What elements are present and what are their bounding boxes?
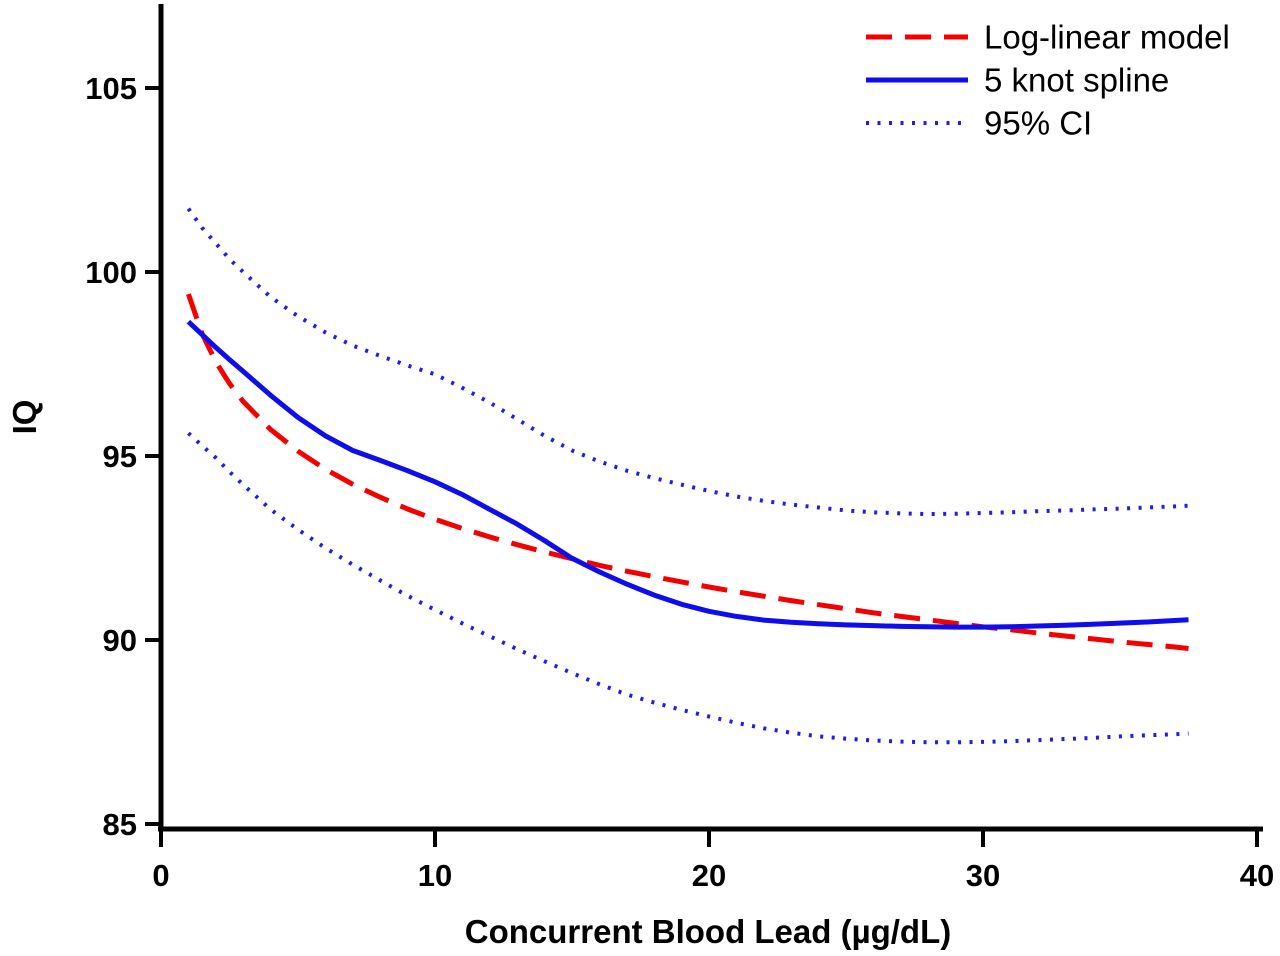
axes-layer: 85 90 95 100 105 0 10 20 30 40: [85, 4, 1274, 893]
legend-item-5-knot-spline: 5 knot spline: [866, 62, 1169, 99]
log-linear-curve: [186, 293, 1189, 651]
x-tick-label: 40: [1240, 858, 1274, 893]
ci-lower-curve: [187, 431, 1189, 745]
y-tick-label: 85: [103, 807, 137, 842]
spline-curve: [186, 319, 1189, 630]
y-tick-label: 95: [103, 439, 137, 474]
y-tick-label: 90: [103, 623, 137, 658]
legend: Log-linear model 5 knot spline 95% CI: [866, 19, 1230, 142]
y-axis-title: IQ: [6, 400, 43, 435]
series-layer: [186, 207, 1189, 745]
x-tick-label: 10: [418, 858, 452, 893]
x-tick-label: 20: [692, 858, 726, 893]
ci-upper-curve: [186, 207, 1189, 517]
x-tick-label: 0: [152, 858, 169, 893]
y-tick-label: 100: [85, 255, 137, 290]
legend-item-log-linear-model: Log-linear model: [866, 19, 1230, 56]
x-axis-title: Concurrent Blood Lead (µg/dL): [465, 913, 951, 950]
legend-label: 5 knot spline: [984, 62, 1169, 99]
legend-label: 95% CI: [984, 105, 1092, 142]
legend-label: Log-linear model: [984, 19, 1230, 56]
legend-item-95-ci: 95% CI: [866, 105, 1092, 142]
x-tick-label: 30: [966, 858, 1000, 893]
y-tick-label: 105: [85, 71, 137, 106]
